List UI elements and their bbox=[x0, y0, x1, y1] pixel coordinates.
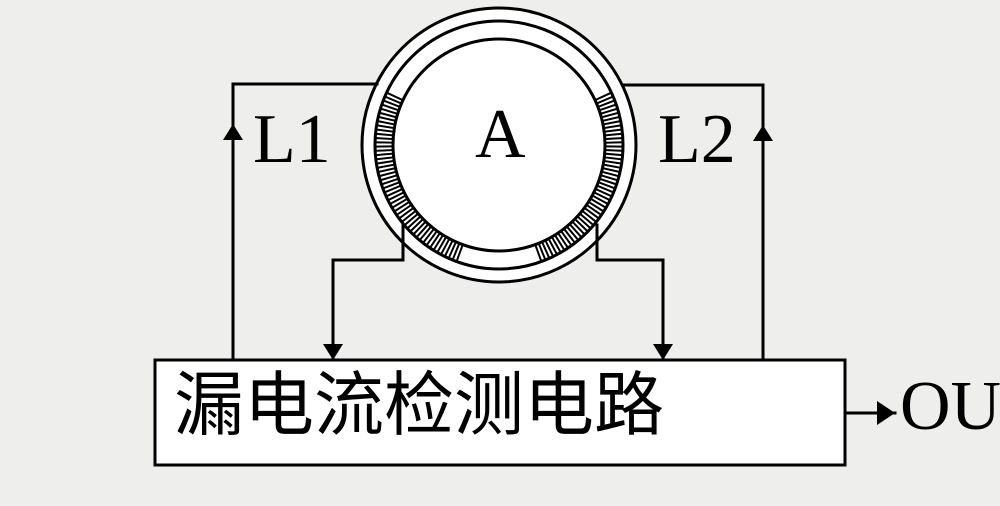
transformer-core-label: A bbox=[475, 100, 526, 170]
winding-l2-label: L2 bbox=[658, 105, 736, 175]
detection-circuit-box-label: 漏电流检测电路 bbox=[174, 372, 664, 442]
output-label: OUT bbox=[900, 372, 1000, 442]
diagram-canvas: A L1 L2 漏电流检测电路 OUT bbox=[0, 0, 1000, 506]
winding-l1-label: L1 bbox=[253, 105, 331, 175]
